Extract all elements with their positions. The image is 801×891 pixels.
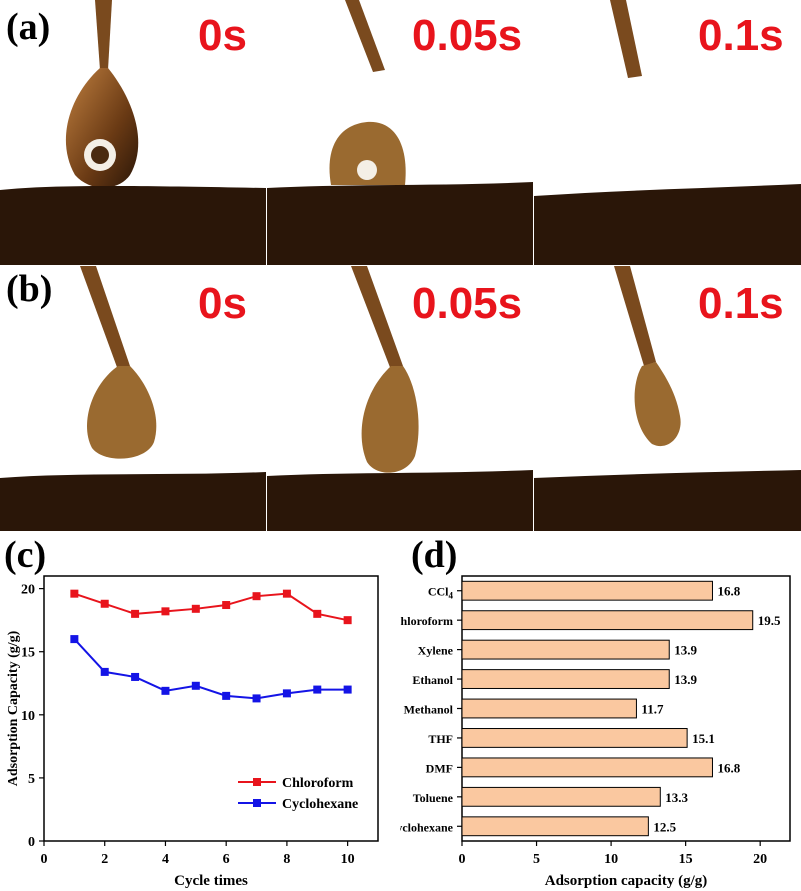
category-label: Chloroform bbox=[400, 614, 453, 628]
bar-ccl4 bbox=[461, 580, 713, 601]
x-tick-label: 6 bbox=[223, 852, 230, 867]
data-point-chloroform bbox=[131, 609, 140, 618]
data-point-chloroform bbox=[161, 607, 170, 616]
category-label: Toluene bbox=[413, 791, 454, 805]
timestamp-b-1: 0.05s bbox=[412, 279, 523, 328]
panel-a-label: (a) bbox=[6, 6, 51, 48]
x-axis-label: Adsorption capacity (g/g) bbox=[545, 873, 708, 889]
panel-d-label: (d) bbox=[411, 534, 458, 576]
x-axis-label: Cycle times bbox=[174, 873, 248, 889]
series-line-cyclohexane bbox=[73, 638, 348, 700]
data-point-chloroform bbox=[222, 601, 231, 610]
value-label: 13.9 bbox=[674, 672, 697, 687]
category-label: Ethanol bbox=[412, 673, 453, 687]
bar-chloroform bbox=[461, 610, 754, 631]
x-tick-label: 20 bbox=[753, 852, 767, 867]
y-tick-label: 10 bbox=[21, 709, 35, 724]
data-point-cyclohexane bbox=[191, 681, 200, 690]
value-label: 19.5 bbox=[758, 613, 781, 628]
panel-c-label: (c) bbox=[4, 534, 47, 576]
x-tick-label: 4 bbox=[162, 852, 169, 867]
photo-b-0s bbox=[0, 266, 266, 531]
x-tick-label: 5 bbox=[533, 852, 540, 867]
timestamp-b-0: 0s bbox=[198, 279, 247, 328]
bar-xylene bbox=[461, 639, 670, 660]
bar-toluene bbox=[461, 786, 661, 807]
bar-ethanol bbox=[461, 669, 670, 689]
data-point-cyclohexane bbox=[100, 667, 109, 676]
photo-a-005s bbox=[267, 0, 533, 265]
y-tick-label: 0 bbox=[28, 835, 35, 850]
legend-label-cyclohexane: Cyclohexane bbox=[282, 797, 358, 812]
data-point-chloroform bbox=[252, 592, 261, 601]
x-tick-label: 8 bbox=[283, 852, 290, 867]
x-tick-label: 0 bbox=[459, 852, 466, 867]
data-point-chloroform bbox=[70, 589, 79, 598]
value-label: 12.5 bbox=[653, 819, 676, 834]
value-label: 16.8 bbox=[717, 584, 740, 599]
x-tick-label: 2 bbox=[101, 852, 108, 867]
series-line-chloroform bbox=[74, 592, 348, 622]
timestamp-a-2: 0.1s bbox=[698, 11, 784, 60]
category-label: DMF bbox=[426, 761, 453, 775]
chart-d-bar: 0 5 10 15 20 Adsorption capacity (g/g) CCl4 16.… bbox=[400, 575, 791, 889]
y-tick-label: 15 bbox=[21, 646, 35, 661]
x-tick-label: 0 bbox=[41, 852, 48, 867]
x-tick-label: 10 bbox=[341, 852, 355, 867]
category-label: Xylene bbox=[418, 644, 454, 658]
data-point-cyclohexane bbox=[282, 689, 291, 698]
y-axis-label: Adsorption Capacity (g/g) bbox=[6, 630, 21, 786]
data-point-cyclohexane bbox=[252, 694, 261, 703]
timestamp-b-2: 0.1s bbox=[698, 279, 784, 328]
y-tick-label: 5 bbox=[28, 772, 35, 787]
timestamp-a-0: 0s bbox=[198, 11, 247, 60]
legend-label-chloroform: Chloroform bbox=[282, 776, 354, 791]
x-tick-label: 10 bbox=[604, 852, 618, 867]
value-label: 13.3 bbox=[665, 790, 688, 805]
bar-cyclohexane bbox=[461, 816, 649, 837]
data-point-chloroform bbox=[191, 604, 200, 613]
timestamp-a-1: 0.05s bbox=[412, 11, 523, 60]
photo-b-005s bbox=[267, 266, 533, 531]
panel-b-label: (b) bbox=[6, 268, 53, 310]
data-point-cyclohexane bbox=[343, 685, 352, 694]
x-tick-label: 15 bbox=[679, 852, 693, 867]
data-point-cyclohexane bbox=[222, 691, 231, 700]
category-label: Cyclohexane bbox=[400, 820, 454, 834]
plot-frame bbox=[43, 575, 379, 842]
photo-a-01s bbox=[534, 0, 801, 265]
photo-b-01s bbox=[534, 266, 801, 531]
data-point-chloroform bbox=[313, 609, 322, 618]
y-tick-label: 20 bbox=[21, 583, 35, 598]
value-label: 15.1 bbox=[692, 731, 715, 746]
data-point-chloroform bbox=[343, 616, 352, 625]
bar-dmf bbox=[461, 757, 713, 778]
bar-methanol bbox=[461, 698, 637, 719]
category-label: CCl4 bbox=[428, 585, 454, 601]
legend-marker-cyclohexane bbox=[253, 799, 261, 807]
value-label: 13.9 bbox=[674, 643, 697, 658]
chart-c-line: 0 2 4 6 8 10 0 5 10 15 20 Cycle times Adsorption Cap… bbox=[6, 575, 379, 889]
data-point-cyclohexane bbox=[131, 672, 140, 681]
data-point-cyclohexane bbox=[313, 685, 322, 694]
category-label: THF bbox=[428, 732, 453, 746]
photo-a-0s bbox=[0, 0, 266, 265]
data-point-cyclohexane bbox=[70, 635, 79, 644]
value-label: 11.7 bbox=[641, 702, 664, 717]
legend-marker-chloroform bbox=[253, 778, 261, 786]
bar-thf bbox=[461, 728, 688, 748]
data-point-chloroform bbox=[100, 599, 109, 608]
data-point-cyclohexane bbox=[161, 686, 170, 695]
data-point-chloroform bbox=[282, 589, 291, 598]
category-label: Methanol bbox=[404, 703, 454, 717]
value-label: 16.8 bbox=[717, 760, 740, 775]
